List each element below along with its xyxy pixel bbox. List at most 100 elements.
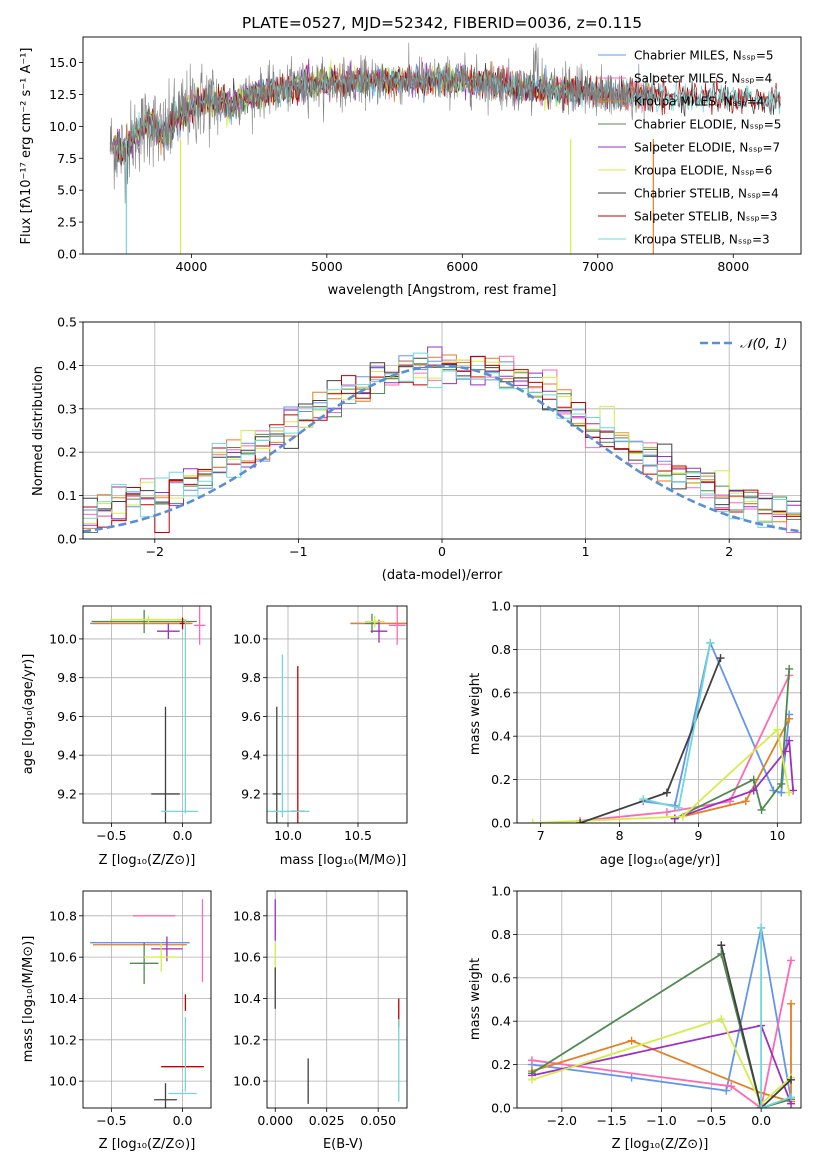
y-tick-label: 2.5 xyxy=(57,215,77,230)
mass-weight-point xyxy=(528,819,537,823)
y-tick-label: 0.4 xyxy=(491,729,511,744)
mass-weight-point xyxy=(576,819,585,823)
data-layer xyxy=(267,606,407,823)
mass-vs-metallicity-panel: −0.5 0.0 10.0 10.2 10.4 10.6 10.8 Z [log₁₀(Z/Z… xyxy=(21,890,212,1152)
mass-weight-point xyxy=(527,1056,536,1065)
y-tick-label: 10.8 xyxy=(233,908,261,923)
age-vs-mass-xlabel: mass [log₁₀(M/M⊙)] xyxy=(280,853,407,868)
y-tick-label: 0.8 xyxy=(491,927,511,942)
legend-label: Salpeter STELIB, Nₛₛₚ=3 xyxy=(634,210,778,224)
x-tick-label: 7 xyxy=(537,828,545,843)
error-bar-point xyxy=(179,617,186,630)
mass-weight-vs-metallicity-xlabel: Z [log₁₀(Z/Z⊙)] xyxy=(612,1137,709,1152)
legend-label: Salpeter ELODIE, Nₛₛₚ=7 xyxy=(634,141,780,155)
legend-label: 𝒩(0, 1) xyxy=(740,337,787,352)
x-tick-label: −1 xyxy=(289,544,307,559)
y-tick-label: 10.0 xyxy=(49,1074,77,1089)
mass-weight-vs-metallicity-plot-area: −2.0 −1.5 −1.0 −0.5 0.0 0.0 0.2 0.4 0.6 0.8 1.0 xyxy=(491,884,802,1128)
x-tick-label: −1.5 xyxy=(596,1113,626,1128)
mass-weight-point xyxy=(787,1075,796,1084)
mass-vs-metallicity-xlabel: Z [log₁₀(Z/Z⊙)] xyxy=(99,1137,196,1152)
observed-spectrum xyxy=(109,42,655,204)
legend-label: Kroupa MILES, Nₛₛₚ=4 xyxy=(634,95,764,109)
error-bar-point xyxy=(151,706,180,823)
error-bar-point xyxy=(110,615,187,624)
mass-weight-point xyxy=(777,779,786,788)
residuals-xlabel: (data-model)/error xyxy=(382,568,503,583)
mass-weight-point xyxy=(785,788,794,797)
spectrum-plot-area: 4000 5000 6000 7000 8000 0.0 2.5 5.0 7.5 10.0 12.5… xyxy=(49,36,802,274)
y-tick-label: 0.4 xyxy=(57,358,77,373)
age-vs-mass-panel: 10.0 10.5 9.2 9.4 9.6 9.8 10.0 mass [log₁₀(M/M… xyxy=(233,605,408,868)
mass-weight-line-chabrier-stelib xyxy=(720,945,792,1108)
axes-layer: 10.0 10.5 9.2 9.4 9.6 9.8 10.0 xyxy=(233,605,408,843)
mass-vs-ebv-plot-area: 0.000 0.025 0.050 10.0 10.2 10.4 10.6 10.8 xyxy=(233,890,408,1128)
error-bar-point xyxy=(193,606,206,645)
mass-weight-line-kroupa-stelib xyxy=(760,927,792,1108)
axes-frame xyxy=(266,605,408,824)
mass-weight-line-salpeter-miles xyxy=(531,960,792,1108)
x-tick-label: 8000 xyxy=(717,259,749,274)
mass-weight-line-chabrier-stelib xyxy=(579,657,722,823)
y-tick-label: 9.8 xyxy=(241,670,261,685)
y-tick-label: 0.2 xyxy=(57,445,77,460)
axes-layer: 0.000 0.025 0.050 10.0 10.2 10.4 10.6 10.8 xyxy=(233,890,408,1128)
x-tick-label: 7000 xyxy=(582,259,614,274)
mass-weight-point xyxy=(773,725,782,734)
x-tick-label: 6000 xyxy=(446,259,478,274)
error-bar-point xyxy=(388,606,406,645)
y-tick-label: 0.1 xyxy=(57,488,77,503)
axes-layer: −2.0 −1.5 −1.0 −0.5 0.0 0.0 0.2 0.4 0.6 0.8 1.0 xyxy=(491,884,802,1128)
grid-layer xyxy=(517,890,801,1109)
legend-label: Salpeter MILES, Nₛₛₚ=4 xyxy=(634,72,772,86)
y-tick-label: 10.6 xyxy=(233,950,261,965)
x-tick-label: 9 xyxy=(694,828,702,843)
mass-weight-point xyxy=(722,1086,731,1095)
error-bar-point xyxy=(144,942,179,972)
data-layer xyxy=(83,346,801,533)
mass-weight-point xyxy=(781,747,790,756)
grid-layer xyxy=(267,606,407,823)
residuals-legend: 𝒩(0, 1) xyxy=(700,337,787,352)
x-tick-label: −2 xyxy=(146,544,164,559)
axes-layer: −2 −1 0 1 2 0.0 0.1 0.2 0.3 0.4 0.5 𝒩(0, 1) xyxy=(57,315,802,559)
grid-layer xyxy=(83,891,211,1108)
y-tick-label: 9.2 xyxy=(241,786,261,801)
mass-vs-metallicity-plot-area: −0.5 0.0 10.0 10.2 10.4 10.6 10.8 xyxy=(49,890,212,1128)
y-tick-label: 10.2 xyxy=(49,1032,77,1047)
grid-layer xyxy=(267,891,407,1108)
error-bar-point xyxy=(370,619,388,643)
x-tick-label: 0.0 xyxy=(173,828,193,843)
mass-weight-point xyxy=(706,638,715,647)
x-tick-label: −0.5 xyxy=(696,1113,726,1128)
mass-weight-point xyxy=(717,941,726,950)
axes-layer: −0.5 0.0 10.0 10.2 10.4 10.6 10.8 xyxy=(49,890,212,1128)
x-tick-label: 2 xyxy=(725,544,733,559)
y-tick-label: 1.0 xyxy=(491,884,511,899)
mass-weight-vs-metallicity-panel: −2.0 −1.5 −1.0 −0.5 0.0 0.0 0.2 0.4 0.6 0.8 1.0 Z … xyxy=(468,884,802,1152)
mass-weight-point xyxy=(639,795,648,804)
y-tick-label: 10.0 xyxy=(49,119,77,134)
residual-histogram-salpeter-stelib xyxy=(83,356,801,533)
x-tick-label: −0.5 xyxy=(96,828,126,843)
axes-frame xyxy=(516,605,802,824)
normal-distribution-curve xyxy=(83,364,801,533)
mass-weight-vs-age-panel: 7 8 9 10 0.0 0.2 0.4 0.6 0.8 1.0 age [log₁₀(age/y… xyxy=(468,599,802,868)
error-bar-point xyxy=(365,613,379,634)
y-tick-label: 1.0 xyxy=(491,599,511,614)
y-tick-label: 10.2 xyxy=(233,1032,261,1047)
legend-label: Chabrier ELODIE, Nₛₛₚ=5 xyxy=(634,118,781,132)
residual-histogram-kroupa-elodie xyxy=(83,359,801,524)
axes-frame xyxy=(82,321,802,540)
x-tick-label: −0.5 xyxy=(96,1113,126,1128)
x-tick-label: 10.5 xyxy=(344,828,372,843)
residual-histogram-kroupa-stelib xyxy=(83,352,801,528)
mass-weight-point xyxy=(757,923,766,932)
y-tick-label: 15.0 xyxy=(49,55,77,70)
axes-frame xyxy=(82,36,802,255)
mass-weight-point xyxy=(749,786,758,795)
legend-label: Chabrier MILES, Nₛₛₚ=5 xyxy=(634,49,774,63)
x-tick-label: 1 xyxy=(582,544,590,559)
age-vs-metallicity-ylabel: age [log₁₀(age/yr)] xyxy=(21,654,36,775)
